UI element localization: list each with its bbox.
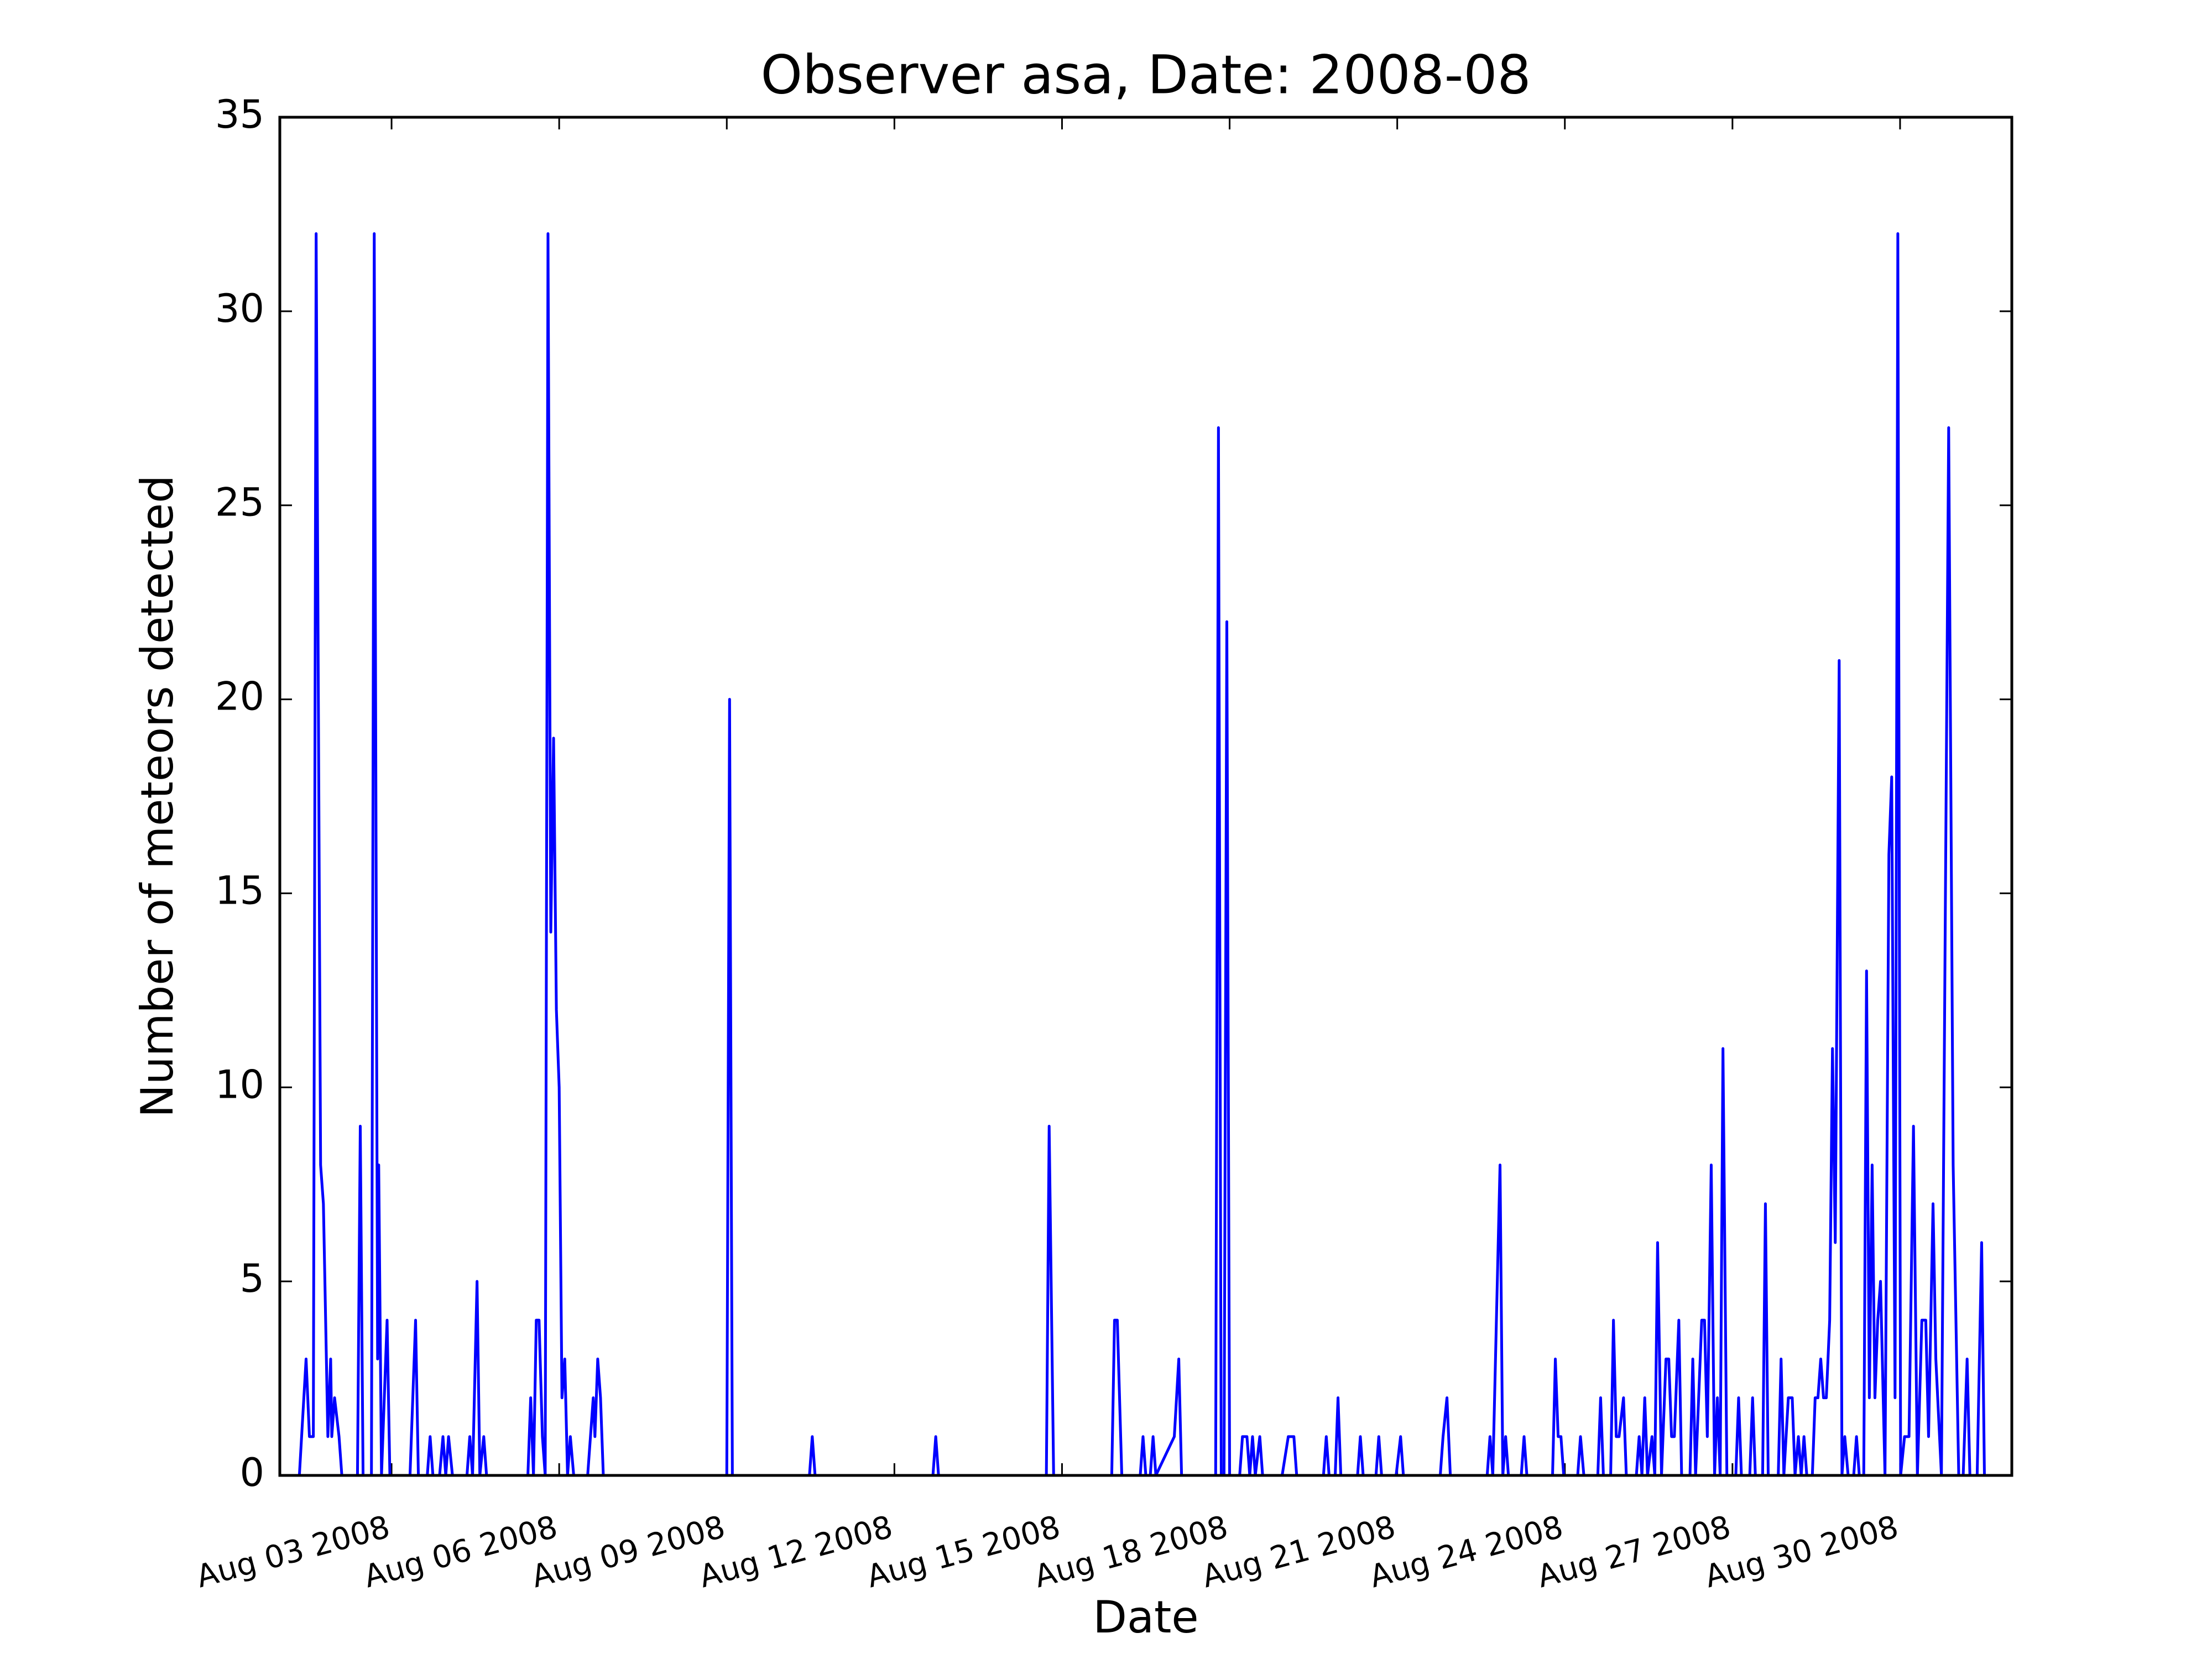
- y-tick-label: 25: [215, 480, 264, 525]
- x-axis-label: Date: [1093, 1592, 1198, 1643]
- y-tick-label: 5: [239, 1256, 264, 1301]
- chart-title: Observer asa, Date: 2008-08: [760, 44, 1531, 106]
- y-axis-label: Number of meteors detected: [132, 475, 183, 1118]
- y-tick-label: 10: [215, 1062, 264, 1107]
- y-tick-label: 20: [215, 674, 264, 719]
- y-tick-label: 30: [215, 286, 264, 331]
- y-tick-label: 35: [215, 92, 264, 137]
- plot-frame: [278, 116, 2013, 1477]
- y-tick-label: 15: [215, 868, 264, 913]
- y-tick-label: 0: [239, 1450, 264, 1495]
